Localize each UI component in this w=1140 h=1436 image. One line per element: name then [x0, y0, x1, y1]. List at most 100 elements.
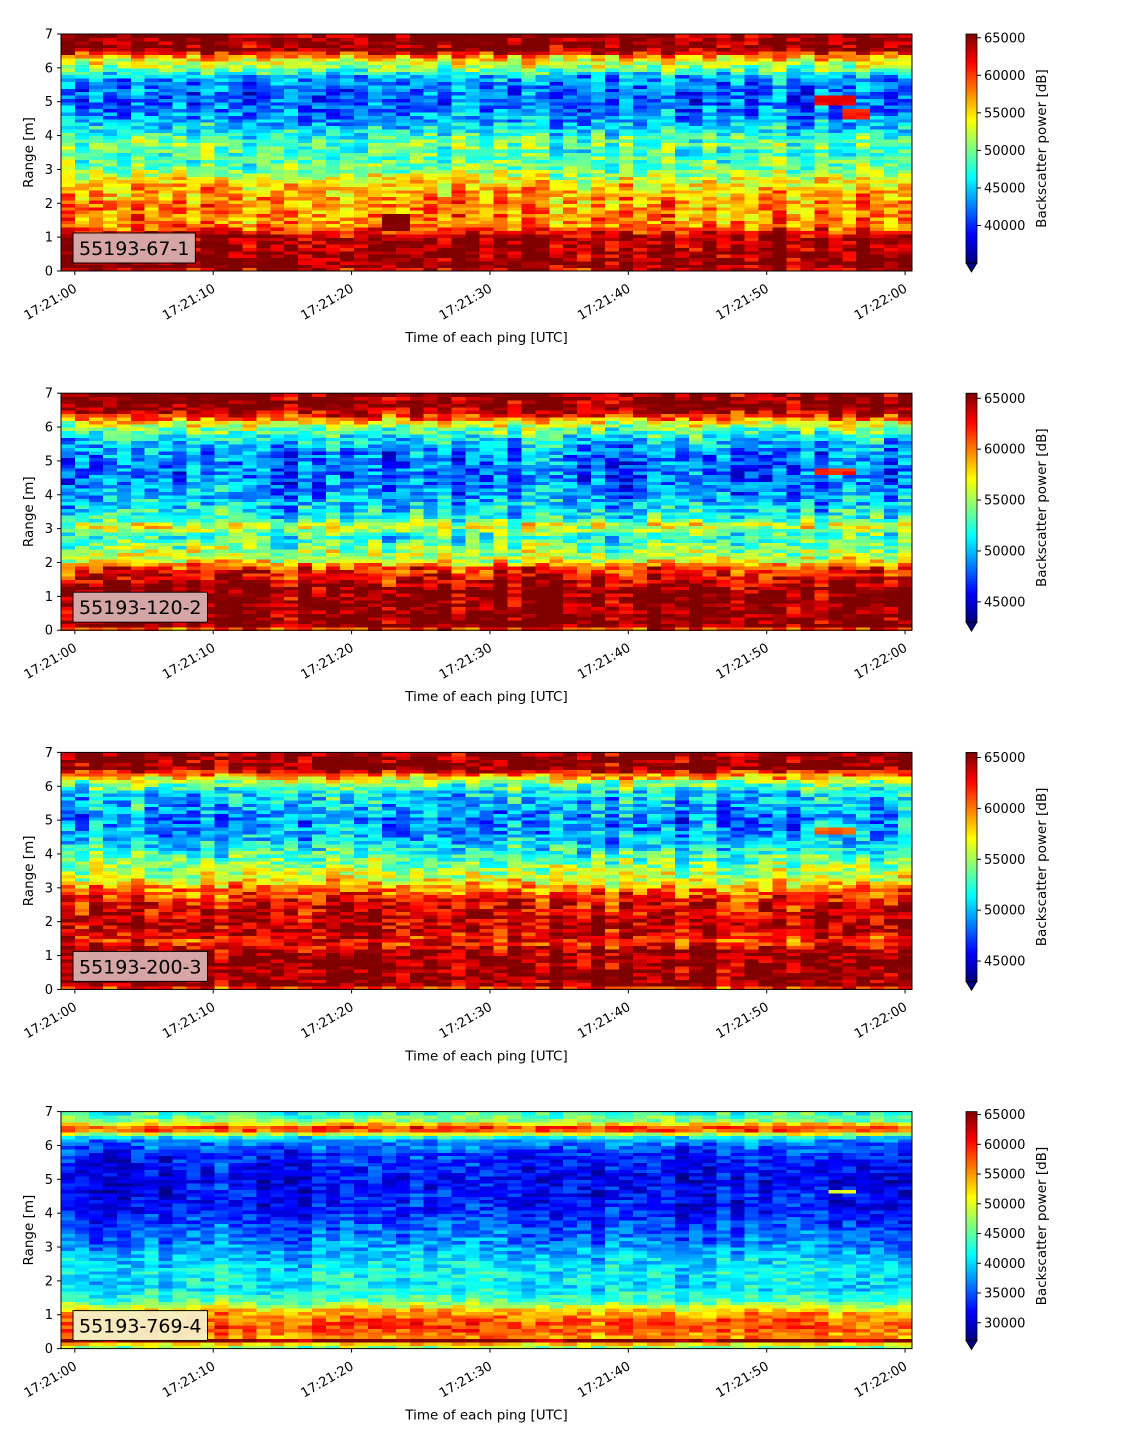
- heatmap-cell: [172, 81, 188, 86]
- heatmap-cell: [130, 98, 146, 103]
- heatmap-cell: [130, 226, 146, 231]
- heatmap-cell: [130, 40, 146, 45]
- heatmap-cell: [214, 216, 230, 221]
- heatmap-cell: [200, 226, 216, 231]
- heatmap-cell: [186, 67, 202, 72]
- heatmap-cell: [172, 193, 188, 198]
- heatmap-cell: [88, 40, 104, 45]
- heatmap-cell: [74, 226, 90, 231]
- heatmap-cell: [61, 247, 76, 252]
- heatmap-cell: [172, 142, 188, 147]
- heatmap-cell: [200, 182, 216, 187]
- heatmap-cell: [74, 111, 90, 116]
- heatmap-cell: [130, 61, 146, 66]
- heatmap-cell: [88, 223, 104, 228]
- heatmap-cell: [200, 240, 216, 245]
- heatmap-cell: [172, 37, 188, 42]
- heatmap-cell: [200, 101, 216, 106]
- heatmap-cell: [130, 149, 146, 154]
- heatmap-cell: [186, 267, 202, 272]
- heatmap-cell: [61, 172, 76, 177]
- y-tick-label: 3: [45, 163, 53, 178]
- heatmap-cell: [214, 210, 230, 215]
- heatmap-cell: [200, 138, 216, 143]
- colorbar-label: Backscatter power [dB]: [1034, 69, 1050, 228]
- heatmap-cell: [116, 135, 132, 140]
- heatmap-cell: [200, 128, 216, 133]
- heatmap-cell: [186, 206, 202, 211]
- heatmap-cell: [535, 34, 550, 38]
- heatmap-cell: [102, 213, 118, 218]
- heatmap-cell: [74, 118, 90, 123]
- heatmap-cell: [158, 172, 174, 177]
- heatmap-cell: [61, 250, 76, 255]
- heatmap-cell: [172, 186, 188, 191]
- heatmap-cell: [158, 67, 174, 72]
- heatmap-cell: [200, 230, 216, 235]
- heatmap-cell: [200, 40, 216, 45]
- heatmap-cell: [88, 169, 104, 174]
- heatmap-cell: [172, 166, 188, 171]
- heatmap-cell: [200, 159, 216, 164]
- heatmap-cell: [158, 37, 174, 42]
- heatmap-cell: [828, 34, 843, 38]
- heatmap-cell: [158, 64, 174, 69]
- colorbar-tick-label: 60000: [984, 69, 1025, 84]
- heatmap-cell: [172, 132, 188, 137]
- heatmap-cell: [228, 34, 243, 38]
- heatmap-cell: [88, 84, 104, 89]
- heatmap-cell: [200, 71, 216, 76]
- heatmap-cell: [200, 118, 216, 123]
- heatmap-cell: [130, 186, 146, 191]
- heatmap-cell: [102, 47, 118, 52]
- heatmap-cell: [214, 233, 230, 238]
- heatmap-cell: [158, 138, 174, 143]
- heatmap-cell: [74, 206, 90, 211]
- heatmap-cell: [214, 243, 230, 248]
- heatmap-cell: [214, 250, 230, 255]
- heatmap-cell: [144, 159, 160, 164]
- heatmap-cell: [88, 230, 104, 235]
- heatmap-cell: [130, 172, 146, 177]
- heatmap-cell: [61, 179, 76, 184]
- heatmap-cell: [632, 34, 648, 38]
- heatmap-cell: [130, 267, 146, 272]
- heatmap-cell: [312, 34, 327, 38]
- heatmap-cell: [200, 186, 216, 191]
- heatmap-cell: [74, 166, 90, 171]
- heatmap-cell: [200, 81, 216, 86]
- heatmap-cell: [61, 125, 76, 130]
- heatmap-cell: [116, 193, 132, 198]
- heatmap-cell: [74, 155, 90, 160]
- heatmap-cell: [116, 186, 132, 191]
- heatmap-cell: [214, 254, 230, 259]
- heatmap-cell: [158, 267, 174, 272]
- heatmap-cell: [102, 196, 118, 201]
- heatmap-cell: [158, 179, 174, 184]
- heatmap-cell: [186, 61, 202, 66]
- heatmap-cell: [116, 88, 132, 93]
- heatmap-cell: [158, 159, 174, 164]
- heatmap-cell: [130, 71, 146, 76]
- heatmap-cell: [102, 223, 118, 228]
- heatmap-cell: [186, 81, 202, 86]
- heatmap-cell: [88, 118, 104, 123]
- heatmap-cell: [144, 169, 160, 174]
- heatmap-cell: [102, 111, 118, 116]
- heatmap-cell: [144, 47, 160, 52]
- heatmap-cell: [186, 196, 202, 201]
- heatmap-cell: [172, 267, 188, 272]
- heatmap-cell: [130, 393, 146, 398]
- heatmap-cell: [74, 152, 90, 157]
- heatmap-cell: [144, 40, 160, 45]
- heatmap-cell: [200, 179, 216, 184]
- heatmap-cell: [116, 216, 132, 221]
- heatmap-cell: [144, 37, 160, 42]
- heatmap-cell: [158, 223, 174, 228]
- heatmap-cell: [88, 54, 104, 59]
- heatmap-cell: [102, 118, 118, 123]
- heatmap-cell: [116, 223, 132, 228]
- heatmap-cell: [74, 220, 90, 225]
- heatmap-cell: [102, 393, 118, 398]
